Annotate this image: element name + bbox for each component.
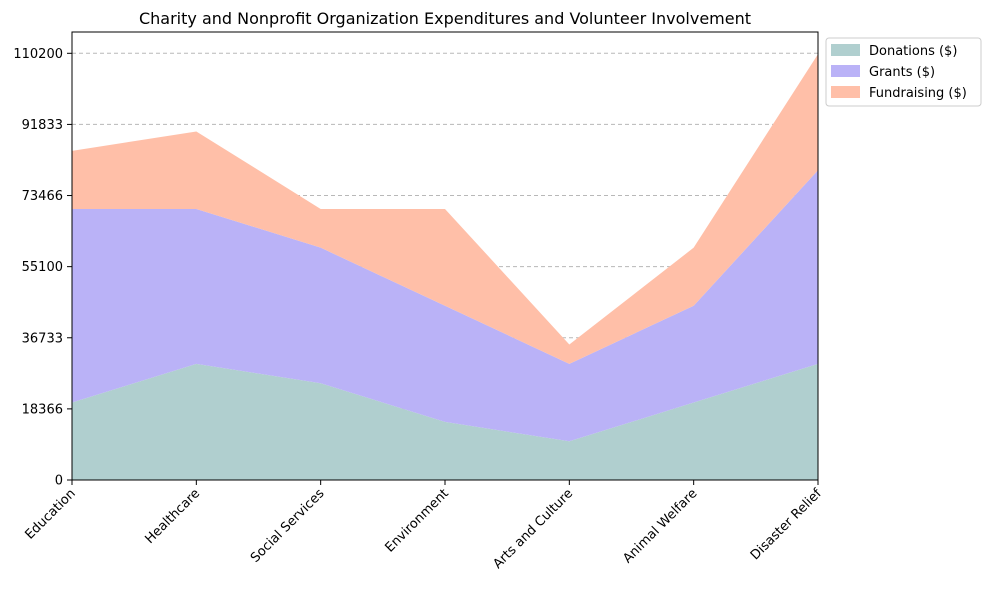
y-tick-label: 110200 <box>13 47 63 62</box>
chart-title: Charity and Nonprofit Organization Expen… <box>139 9 751 28</box>
x-tick-label: Social Services <box>248 486 328 566</box>
x-tick-label: Disaster Relief <box>748 486 825 563</box>
y-tick-label: 0 <box>55 474 63 489</box>
area-series-donations <box>72 363 818 480</box>
y-axis: 0 18366 36733 55100 73466 91833 110200 <box>13 47 72 489</box>
legend-swatch <box>831 44 860 56</box>
legend-label: Grants ($) <box>869 65 935 80</box>
area-series-grants <box>72 170 818 442</box>
x-tick-label: Education <box>22 486 78 542</box>
legend-box <box>825 37 982 107</box>
area-series <box>72 54 818 480</box>
y-tick-label: 18366 <box>22 402 63 417</box>
x-tick-label: Animal Welfare <box>620 486 700 566</box>
legend-swatch <box>831 86 860 98</box>
y-tick-label: 55100 <box>22 260 63 275</box>
x-tick-label: Arts and Culture <box>490 486 576 572</box>
legend-swatch <box>831 65 860 77</box>
x-axis: Education Healthcare Social Services Enviro… <box>22 480 825 572</box>
legend: Donations ($) Grants ($) Fundraising ($) <box>825 37 982 107</box>
y-tick-label: 36733 <box>22 331 63 346</box>
legend-label: Fundraising ($) <box>869 86 967 101</box>
area-series-fundraising <box>72 54 818 364</box>
x-tick-label: Healthcare <box>142 486 203 547</box>
y-tick-label: 91833 <box>22 118 63 133</box>
legend-label: Donations ($) <box>869 44 957 59</box>
y-tick-label: 73466 <box>22 189 63 204</box>
x-tick-label: Environment <box>383 486 452 555</box>
